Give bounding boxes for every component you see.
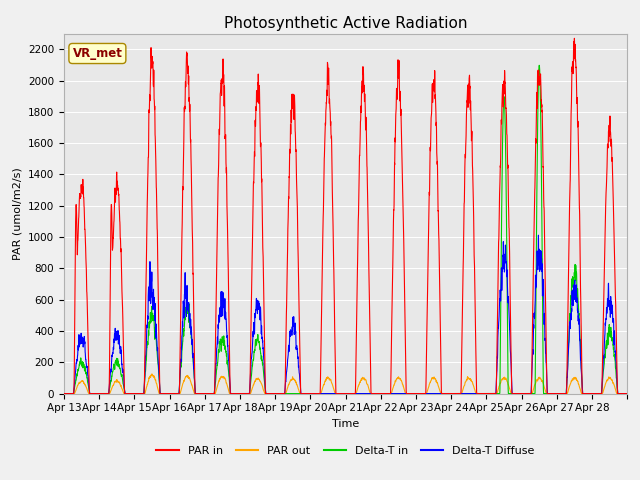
Legend: PAR in, PAR out, Delta-T in, Delta-T Diffuse: PAR in, PAR out, Delta-T in, Delta-T Dif… bbox=[152, 441, 540, 460]
Y-axis label: PAR (umol/m2/s): PAR (umol/m2/s) bbox=[12, 167, 22, 260]
Text: VR_met: VR_met bbox=[72, 47, 122, 60]
Title: Photosynthetic Active Radiation: Photosynthetic Active Radiation bbox=[224, 16, 467, 31]
X-axis label: Time: Time bbox=[332, 419, 359, 429]
